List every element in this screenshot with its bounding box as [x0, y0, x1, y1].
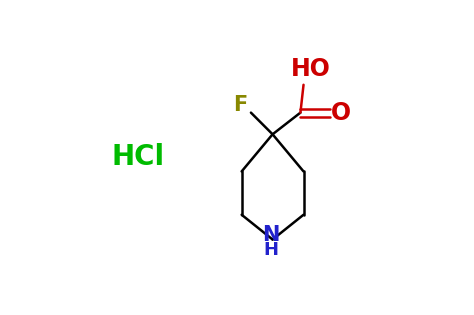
Text: N: N [262, 225, 280, 245]
Text: HO: HO [292, 57, 331, 81]
Text: HCl: HCl [111, 144, 164, 171]
Text: F: F [233, 95, 247, 115]
Text: H: H [264, 241, 279, 259]
Text: O: O [330, 100, 351, 125]
